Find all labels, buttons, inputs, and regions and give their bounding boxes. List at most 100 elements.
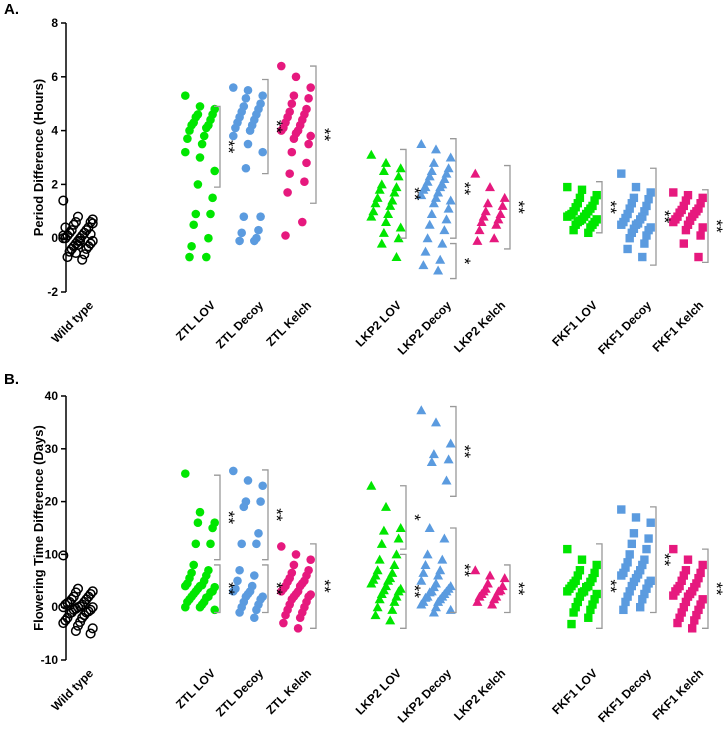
point bbox=[79, 249, 90, 260]
significance-label: ** bbox=[267, 508, 286, 522]
point bbox=[70, 247, 81, 259]
point bbox=[485, 182, 495, 192]
point bbox=[573, 597, 582, 607]
point bbox=[679, 571, 688, 580]
point bbox=[229, 587, 238, 596]
point bbox=[374, 594, 385, 604]
point bbox=[58, 602, 69, 613]
point bbox=[243, 476, 253, 485]
point bbox=[277, 542, 286, 551]
point bbox=[289, 560, 299, 570]
point bbox=[642, 201, 651, 211]
y-tick-label: 0 bbox=[51, 600, 58, 614]
point bbox=[378, 165, 389, 175]
point bbox=[437, 554, 448, 564]
point bbox=[370, 610, 381, 620]
point bbox=[487, 599, 498, 609]
point bbox=[698, 560, 707, 570]
point bbox=[68, 219, 79, 230]
point bbox=[567, 619, 576, 629]
significance-label: ** bbox=[315, 128, 334, 142]
point bbox=[445, 604, 456, 614]
point bbox=[439, 533, 450, 543]
point bbox=[85, 217, 96, 228]
point bbox=[623, 558, 632, 567]
point bbox=[389, 559, 400, 569]
point bbox=[387, 195, 398, 205]
significance-label: ** bbox=[455, 182, 474, 196]
point bbox=[482, 578, 493, 588]
point bbox=[677, 576, 686, 585]
point bbox=[202, 252, 211, 262]
point bbox=[474, 225, 485, 235]
point bbox=[433, 570, 444, 580]
point bbox=[62, 251, 73, 263]
point bbox=[491, 219, 502, 229]
point bbox=[422, 233, 433, 243]
point bbox=[472, 596, 483, 606]
point bbox=[393, 233, 404, 243]
point bbox=[254, 225, 263, 235]
point bbox=[584, 228, 593, 238]
point bbox=[387, 604, 398, 614]
point bbox=[640, 239, 649, 248]
point bbox=[499, 192, 510, 202]
x-tick-label: FKF1 Decoy bbox=[595, 666, 654, 725]
y-tick-label: -2 bbox=[47, 285, 58, 299]
point bbox=[385, 200, 396, 210]
point bbox=[571, 603, 580, 612]
significance-bracket bbox=[214, 105, 221, 188]
point bbox=[376, 538, 387, 548]
point bbox=[185, 126, 194, 135]
significance-bracket bbox=[400, 148, 407, 239]
point bbox=[443, 163, 454, 173]
point bbox=[250, 571, 259, 580]
x-tick-label: LKP2 LOV bbox=[353, 298, 404, 349]
point bbox=[563, 182, 572, 192]
significance-bracket bbox=[702, 548, 709, 629]
point bbox=[87, 218, 98, 229]
point bbox=[416, 405, 427, 415]
point bbox=[625, 550, 634, 559]
point bbox=[189, 560, 198, 570]
point bbox=[586, 223, 595, 232]
significance-label: ** bbox=[219, 511, 238, 525]
point bbox=[495, 208, 506, 218]
point bbox=[420, 559, 431, 569]
point bbox=[683, 592, 693, 601]
significance-bracket bbox=[400, 485, 407, 550]
significance-label: ** bbox=[509, 582, 528, 596]
significance-bracket bbox=[262, 78, 269, 175]
panel-title: B. bbox=[4, 371, 19, 388]
significance-label: ** bbox=[267, 120, 286, 134]
point bbox=[387, 567, 398, 577]
x-tick-label: ZTL LOV bbox=[173, 666, 218, 711]
point bbox=[374, 554, 385, 564]
point bbox=[381, 501, 391, 511]
point bbox=[366, 211, 377, 221]
x-tick-label: FKF1 LOV bbox=[549, 298, 600, 349]
significance-bracket bbox=[214, 474, 221, 561]
significance-label: ** bbox=[405, 585, 424, 599]
point bbox=[193, 518, 203, 528]
significance-bracket bbox=[450, 242, 457, 280]
significance-label: ** bbox=[655, 210, 674, 224]
point bbox=[696, 199, 705, 208]
point bbox=[58, 617, 69, 629]
point bbox=[366, 578, 377, 588]
point bbox=[376, 238, 387, 248]
point bbox=[437, 238, 448, 248]
point bbox=[395, 163, 406, 173]
significance-bracket bbox=[214, 564, 221, 614]
point bbox=[426, 165, 437, 175]
point bbox=[489, 233, 500, 243]
point bbox=[185, 252, 194, 262]
point bbox=[378, 227, 389, 237]
point bbox=[235, 608, 244, 617]
point bbox=[577, 185, 587, 194]
point bbox=[617, 220, 626, 229]
point bbox=[372, 602, 383, 612]
point bbox=[646, 188, 655, 197]
significance-bracket bbox=[262, 469, 269, 561]
